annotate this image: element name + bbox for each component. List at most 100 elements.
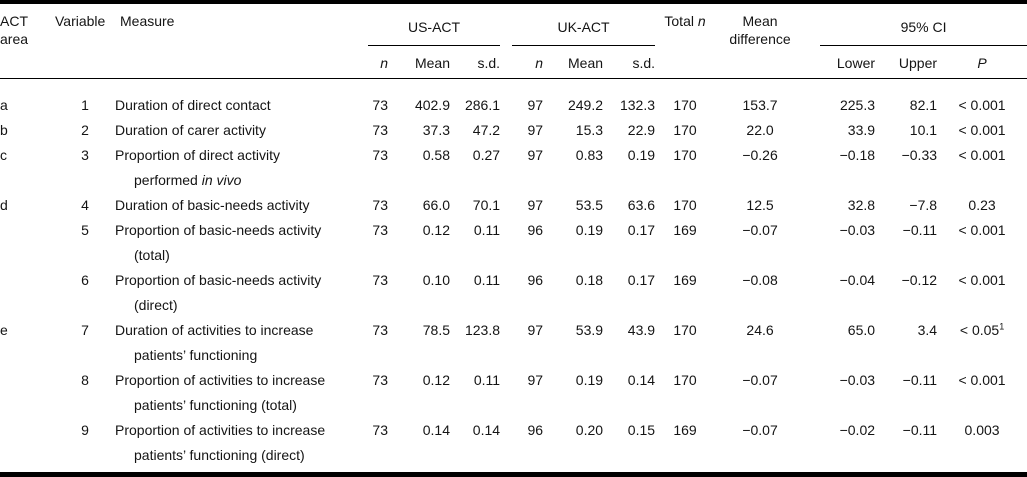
cell-mean-difference: 153.7	[742, 96, 778, 113]
cell-uk-n: 96	[527, 271, 544, 288]
cell-uk-mean: 0.19	[575, 221, 604, 238]
cell-uk-n: 97	[527, 321, 544, 338]
cell-p-value: < 0.001	[937, 218, 1027, 268]
cell-ci-lower: −0.03	[839, 371, 876, 388]
measure-line1: Duration of carer activity	[115, 121, 266, 138]
ci-group-label: 95% CI	[820, 18, 1027, 46]
cell-variable: 1	[81, 96, 89, 113]
subheader-p: P	[937, 46, 1027, 79]
cell-uk-n: 96	[527, 421, 544, 438]
cell-p-value: 0.003	[937, 418, 1027, 468]
cell-act-area: a	[0, 96, 8, 113]
cell-us-mean: 37.3	[422, 121, 450, 138]
measure-line1: Duration of activities to increase	[115, 321, 314, 338]
cell-uk-sd: 0.14	[627, 371, 656, 388]
cell-us-sd: 0.11	[473, 271, 501, 288]
cell-measure: Duration of direct contact	[115, 78, 360, 118]
measure-line1: Duration of direct contact	[115, 96, 271, 113]
cell-uk-mean: 0.19	[575, 371, 604, 388]
cell-us-sd: 0.27	[472, 146, 501, 163]
cell-total-n: 169	[673, 221, 697, 238]
measure-line2: patients’ functioning	[115, 343, 360, 368]
cell-us-n: 73	[372, 371, 388, 388]
measure-line1: Duration of basic-needs activity	[115, 196, 310, 213]
cell-total-n: 170	[673, 196, 697, 213]
cell-uk-mean: 0.20	[575, 421, 604, 438]
p-value-footnote-marker: 1	[999, 320, 1005, 331]
measure-line1: Proportion of direct activity	[115, 146, 280, 163]
p-value-text: < 0.001	[958, 221, 1006, 238]
cell-ci-lower: 225.3	[839, 96, 876, 113]
cell-uk-sd: 0.17	[627, 271, 656, 288]
cell-us-n: 73	[372, 271, 388, 288]
cell-uk-sd: 22.9	[627, 121, 656, 138]
cell-ci-upper: −0.33	[901, 146, 938, 163]
cell-mean-difference: 24.6	[746, 321, 774, 338]
cell-ci-upper: −0.11	[902, 371, 938, 388]
cell-ci-upper: −0.11	[902, 421, 938, 438]
cell-p-value: < 0.001	[937, 368, 1027, 418]
col-group-us-act: US-ACT	[360, 4, 501, 46]
cell-p-value: < 0.001	[937, 268, 1027, 318]
cell-us-n: 73	[372, 96, 388, 113]
cell-variable: 4	[81, 196, 89, 213]
header-row-subheaders: n Mean s.d. n Mean s.d. Lower Upper P	[0, 46, 1027, 79]
cell-us-n: 73	[372, 421, 388, 438]
measure-line2-text: (total)	[134, 246, 170, 263]
cell-ci-upper: −0.12	[901, 271, 938, 288]
cell-us-mean: 78.5	[422, 321, 450, 338]
cell-total-n: 170	[673, 121, 697, 138]
subheader-us-sd: s.d.	[450, 46, 501, 79]
cell-variable: 6	[81, 271, 89, 288]
us-act-group-label: US-ACT	[368, 18, 501, 46]
cell-us-mean: 66.0	[422, 196, 450, 213]
col-header-total-n: Total n	[655, 4, 716, 79]
table-row: a 1 Duration of direct contact 73 402.9 …	[0, 78, 1027, 118]
measure-line2: performed in vivo	[115, 168, 360, 193]
measure-line2-text: (direct)	[134, 296, 178, 313]
cell-act-area: c	[0, 146, 7, 163]
cell-measure: Duration of carer activity	[115, 118, 360, 143]
cell-mean-difference: −0.08	[742, 271, 778, 288]
measure-line2-text: patients’ functioning	[134, 346, 258, 363]
subheader-uk-n: n	[500, 46, 544, 79]
cell-mean-difference: −0.07	[742, 221, 778, 238]
cell-p-value: < 0.001	[937, 118, 1027, 143]
col-header-mean-difference: Mean difference	[715, 4, 806, 79]
cell-total-n: 170	[673, 371, 697, 388]
cell-ci-upper: −7.8	[909, 196, 938, 213]
cell-uk-sd: 63.6	[627, 196, 656, 213]
cell-us-sd: 286.1	[464, 96, 501, 113]
cell-uk-sd: 0.17	[627, 221, 656, 238]
cell-p-value: < 0.001	[937, 78, 1027, 118]
cell-act-area	[0, 218, 55, 268]
col-header-measure: Measure	[115, 4, 360, 79]
cell-p-value: < 0.051	[937, 318, 1027, 368]
mean-difference-line2: difference	[729, 31, 791, 47]
subheader-uk-sd: s.d.	[603, 46, 656, 79]
table-row: d 4 Duration of basic-needs activity 73 …	[0, 193, 1027, 218]
total-n-symbol: n	[697, 13, 706, 29]
cell-us-sd: 0.11	[473, 221, 501, 238]
cell-us-sd: 0.11	[473, 371, 501, 388]
measure-line1: Proportion of activities to increase	[115, 371, 326, 388]
measure-line2: (direct)	[115, 293, 360, 318]
subheader-us-mean: Mean	[388, 46, 450, 79]
p-value-text: < 0.05	[959, 321, 1000, 338]
cell-ci-lower: −0.03	[839, 221, 876, 238]
measure-line2: (total)	[115, 243, 360, 268]
cell-us-n: 73	[372, 221, 388, 238]
p-value-text: 0.23	[968, 196, 996, 213]
cell-variable: 5	[81, 221, 89, 238]
cell-us-mean: 0.14	[422, 421, 450, 438]
cell-ci-lower: −0.04	[839, 271, 876, 288]
cell-act-area	[0, 368, 55, 418]
cell-us-sd: 47.2	[472, 121, 501, 138]
table-body: a 1 Duration of direct contact 73 402.9 …	[0, 78, 1027, 468]
cell-uk-sd: 0.15	[627, 421, 656, 438]
cell-ci-lower: 32.8	[847, 196, 876, 213]
cell-measure: Proportion of basic-needs activity (tota…	[115, 218, 360, 268]
table-row: e 7 Duration of activities to increase p…	[0, 318, 1027, 368]
table-row: 9 Proportion of activities to increase p…	[0, 418, 1027, 468]
uk-act-group-label: UK-ACT	[512, 18, 656, 46]
